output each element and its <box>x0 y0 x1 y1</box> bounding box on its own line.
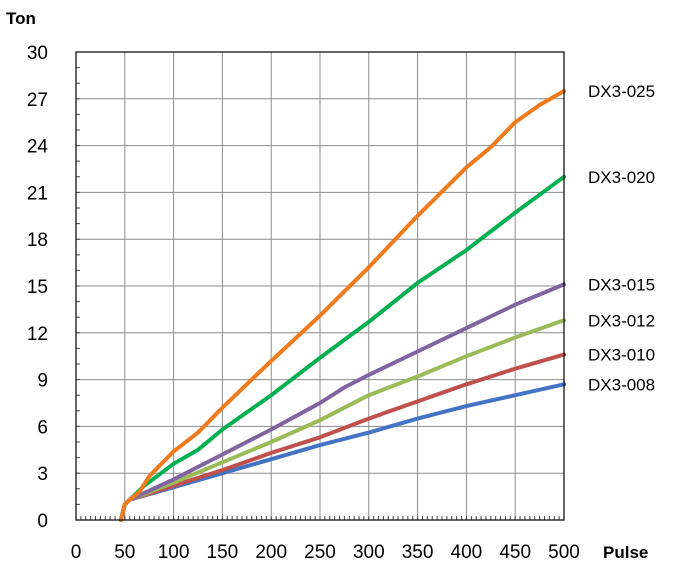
y-tick-label: 18 <box>27 230 48 251</box>
x-tick-label: 450 <box>499 542 531 563</box>
series-line-dx3-020 <box>118 174 566 522</box>
plot-area-frame <box>75 51 565 521</box>
series-label-dx3-025: DX3-025 <box>588 82 655 101</box>
series-line-dx3-012 <box>118 318 566 522</box>
series-label-dx3-008: DX3-008 <box>588 375 655 394</box>
x-tick-label: 0 <box>71 542 82 563</box>
series-label-dx3-020: DX3-020 <box>588 168 655 187</box>
y-tick-label: 3 <box>37 464 48 485</box>
y-tick-label: 15 <box>27 277 48 298</box>
x-tick-label: 500 <box>548 542 580 563</box>
y-tick-label: 0 <box>37 511 48 532</box>
y-tick-label: 21 <box>27 183 48 204</box>
minor-ticks <box>76 67 560 520</box>
x-tick-label: 100 <box>158 542 190 563</box>
y-tick-label: 27 <box>27 90 48 111</box>
series-line-dx3-008 <box>118 382 566 522</box>
y-tick-label: 9 <box>37 371 48 392</box>
x-tick-label: 50 <box>114 542 135 563</box>
series-label-dx3-010: DX3-010 <box>588 346 655 365</box>
x-tick-label: 400 <box>451 542 483 563</box>
x-axis-title: Pulse <box>603 543 648 562</box>
y-axis-title: Ton <box>6 9 36 28</box>
series-group <box>118 89 566 522</box>
y-tick-label: 6 <box>37 417 48 438</box>
series-labels: DX3-008 DX3-010 DX3-012 DX3-015 DX3-020 DX3-0… <box>588 82 655 394</box>
y-tick-label: 30 <box>27 43 48 64</box>
x-tick-label: 150 <box>207 542 239 563</box>
grid <box>76 52 564 520</box>
x-tick-label: 300 <box>353 542 385 563</box>
series-label-dx3-015: DX3-015 <box>588 275 655 294</box>
y-tick-label: 12 <box>27 324 48 345</box>
x-tick-labels: 0 50 100 150 200 250 300 350 400 450 500 <box>71 542 580 563</box>
y-tick-label: 24 <box>27 137 49 158</box>
series-label-dx3-012: DX3-012 <box>588 311 655 330</box>
y-tick-labels: 0 3 6 9 12 15 18 21 24 27 30 <box>27 43 49 532</box>
series-line-dx3-025 <box>118 89 566 522</box>
x-tick-label: 350 <box>402 542 434 563</box>
x-tick-label: 200 <box>255 542 287 563</box>
x-tick-label: 250 <box>304 542 336 563</box>
